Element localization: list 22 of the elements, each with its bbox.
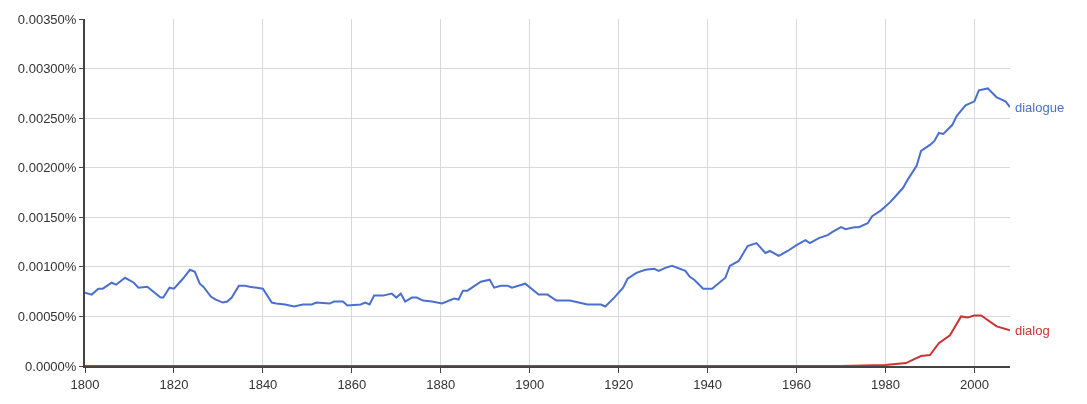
y-tick-label: 0.00150% <box>17 209 77 225</box>
y-tick-label: 0.0000% <box>25 358 77 374</box>
y-tick-label: 0.00100% <box>17 259 77 275</box>
x-tick-label: 1920 <box>604 376 634 392</box>
x-tick-label: 1820 <box>159 376 189 392</box>
x-tick-label: 1840 <box>248 376 278 392</box>
x-tick-label: 1860 <box>337 376 367 392</box>
y-tick-label: 0.00300% <box>17 61 77 77</box>
y-tick-label: 0.00200% <box>17 160 77 176</box>
series-label: dialog <box>1015 323 1050 338</box>
y-tick-label: 0.00050% <box>17 308 77 324</box>
x-tick-label: 2000 <box>959 376 989 392</box>
x-tick-label: 1880 <box>426 376 456 392</box>
x-tick-label: 1940 <box>693 376 723 392</box>
x-tick-label: 1980 <box>871 376 900 392</box>
y-tick-label: 0.00350% <box>17 11 77 27</box>
series-label: dialogue <box>1015 100 1065 115</box>
x-tick-label: 1900 <box>515 376 545 392</box>
x-tick-label: 1800 <box>70 376 100 392</box>
x-tick-label: 1960 <box>782 376 811 392</box>
line-series <box>85 87 1010 308</box>
y-tick-label: 0.00250% <box>17 110 77 126</box>
